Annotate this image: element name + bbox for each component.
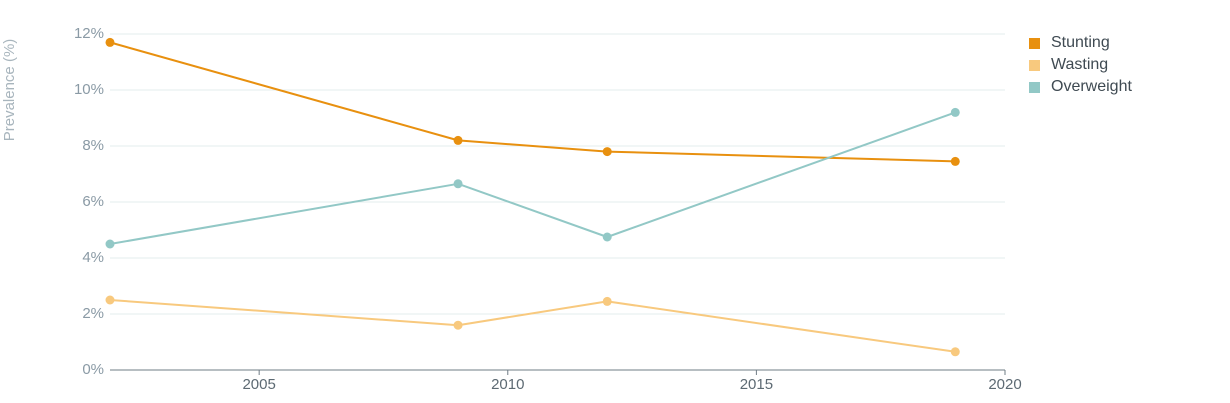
legend-swatch [1029,38,1040,49]
wasting-point [105,295,115,305]
y-tick-label: 2% [82,305,104,322]
legend-label: Wasting [1051,56,1108,73]
overweight-point [602,232,612,242]
legend-swatch [1029,82,1040,93]
overweight-point [950,107,960,117]
wasting-point [453,320,463,330]
stunting-point [602,147,612,157]
y-tick-label: 10% [74,81,104,98]
y-axis-label: Prevalence (%) [1,39,18,142]
wasting-point [602,296,612,306]
legend-item-wasting[interactable]: Wasting [1029,56,1108,73]
y-tick-label: 4% [82,249,104,266]
y-axis-ticks: 0% 2% 4% 6% 8% 10% 12% [74,25,104,378]
legend-label: Overweight [1051,78,1132,95]
stunting-line [109,41,956,163]
y-tick-label: 6% [82,193,104,210]
y-tick-label: 8% [82,137,104,154]
wasting-line [109,299,956,353]
x-tick-label: 2005 [242,376,275,393]
series-points [105,37,960,357]
y-tick-label: 0% [82,361,104,378]
x-tick-label: 2020 [988,376,1021,393]
overweight-line [109,111,956,245]
stunting-point [105,37,115,47]
legend-swatch [1029,60,1040,71]
legend: Stunting Wasting Overweight [1029,34,1132,95]
wasting-point [950,347,960,357]
stunting-point [950,156,960,166]
legend-item-stunting[interactable]: Stunting [1029,34,1110,51]
series-lines [109,41,956,353]
x-tick-label: 2015 [740,376,773,393]
overweight-point [105,239,115,249]
x-axis-ticks: 2005 2010 2015 2020 [242,370,1022,393]
legend-label: Stunting [1051,34,1110,51]
x-tick-label: 2010 [491,376,524,393]
overweight-point [453,179,463,189]
y-tick-label: 12% [74,25,104,42]
gridlines [110,33,1005,371]
legend-item-overweight[interactable]: Overweight [1029,78,1132,95]
stunting-point [453,135,463,145]
